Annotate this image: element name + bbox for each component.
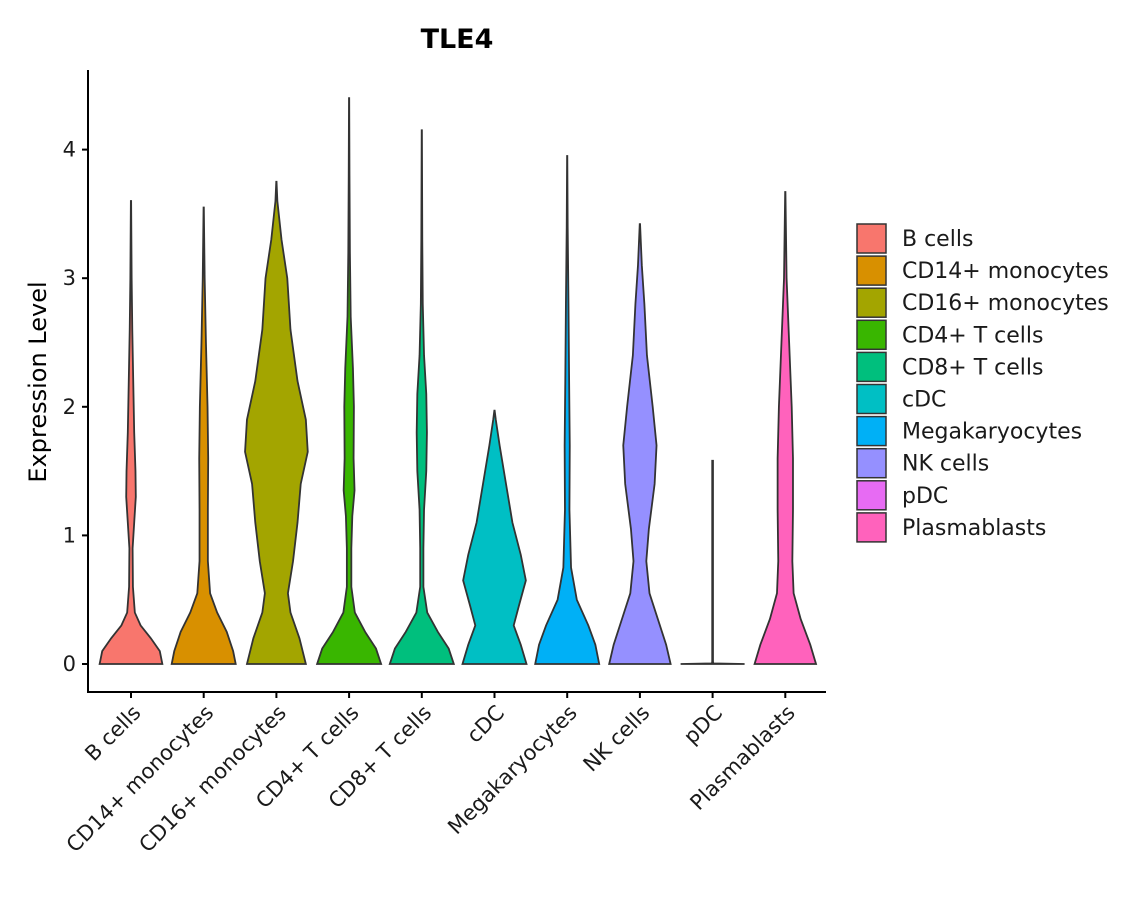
violin-cd4-plus-t-cells: [315, 97, 383, 665]
legend-swatch-cd16-plus-monocytes: [856, 287, 887, 318]
y-tick-label: 3: [63, 266, 76, 290]
violin-cd14-plus-monocytes: [170, 206, 237, 665]
legend-label-cd16-plus-monocytes: CD16+ monocytes: [902, 291, 1109, 316]
y-tick-label: 2: [63, 395, 76, 419]
violins-group: [98, 97, 818, 665]
legend-swatch-pdc: [856, 480, 887, 511]
violin-megakaryocytes: [534, 155, 601, 665]
legend-swatch-b-cells: [856, 223, 887, 254]
legend-label-cd8-plus-t-cells: CD8+ T cells: [902, 355, 1043, 380]
y-tick-label: 1: [63, 523, 76, 547]
legend-swatch-plasmablasts: [856, 512, 887, 543]
legend-label-pdc: pDC: [902, 484, 948, 509]
legend-swatch-megakaryocytes: [856, 415, 887, 447]
violin-b-cells: [98, 200, 164, 665]
legend-label-cd4-plus-t-cells: CD4+ T cells: [902, 323, 1043, 348]
legend: B cells CD14+ monocytes CD16+ monocytes CD4…: [856, 223, 1109, 543]
y-tick-label: 4: [63, 138, 76, 162]
legend-label-nk-cells: NK cells: [902, 452, 989, 477]
violin-cd16-plus-monocytes: [244, 180, 309, 665]
legend-label-cdc: cDC: [902, 388, 946, 413]
violin-cd8-plus-t-cells: [388, 129, 456, 665]
chart-title: TLE4: [421, 24, 494, 55]
violin-plasmablasts: [753, 191, 818, 665]
x-tick-label-megakaryocytes: Megakaryocytes: [443, 701, 582, 840]
legend-swatch-cd4-plus-t-cells: [856, 319, 887, 351]
legend-label-plasmablasts: Plasmablasts: [902, 516, 1046, 541]
legend-swatch-cd14-plus-monocytes: [856, 255, 887, 286]
violin-nk-cells: [608, 223, 672, 665]
y-tick-label: 0: [63, 652, 76, 676]
violin-pdc: [680, 459, 745, 665]
legend-label-megakaryocytes: Megakaryocytes: [902, 420, 1082, 445]
legend-label-b-cells: B cells: [902, 227, 973, 252]
legend-swatch-cd8-plus-t-cells: [856, 351, 887, 383]
legend-label-cd14-plus-monocytes: CD14+ monocytes: [902, 259, 1109, 284]
legend-swatch-cdc: [856, 383, 887, 415]
y-axis-label: Expression Level: [24, 281, 52, 482]
violin-cdc: [461, 409, 528, 665]
y-axis-ticks: 0 1 2 3 4: [63, 138, 88, 676]
x-tick-label-cdc: cDC: [462, 701, 509, 748]
x-tick-label-pdc: pDC: [679, 701, 727, 749]
x-tick-label-b-cells: B cells: [80, 701, 145, 766]
legend-swatch-nk-cells: [856, 447, 887, 479]
x-tick-label-nk-cells: NK cells: [579, 701, 655, 777]
